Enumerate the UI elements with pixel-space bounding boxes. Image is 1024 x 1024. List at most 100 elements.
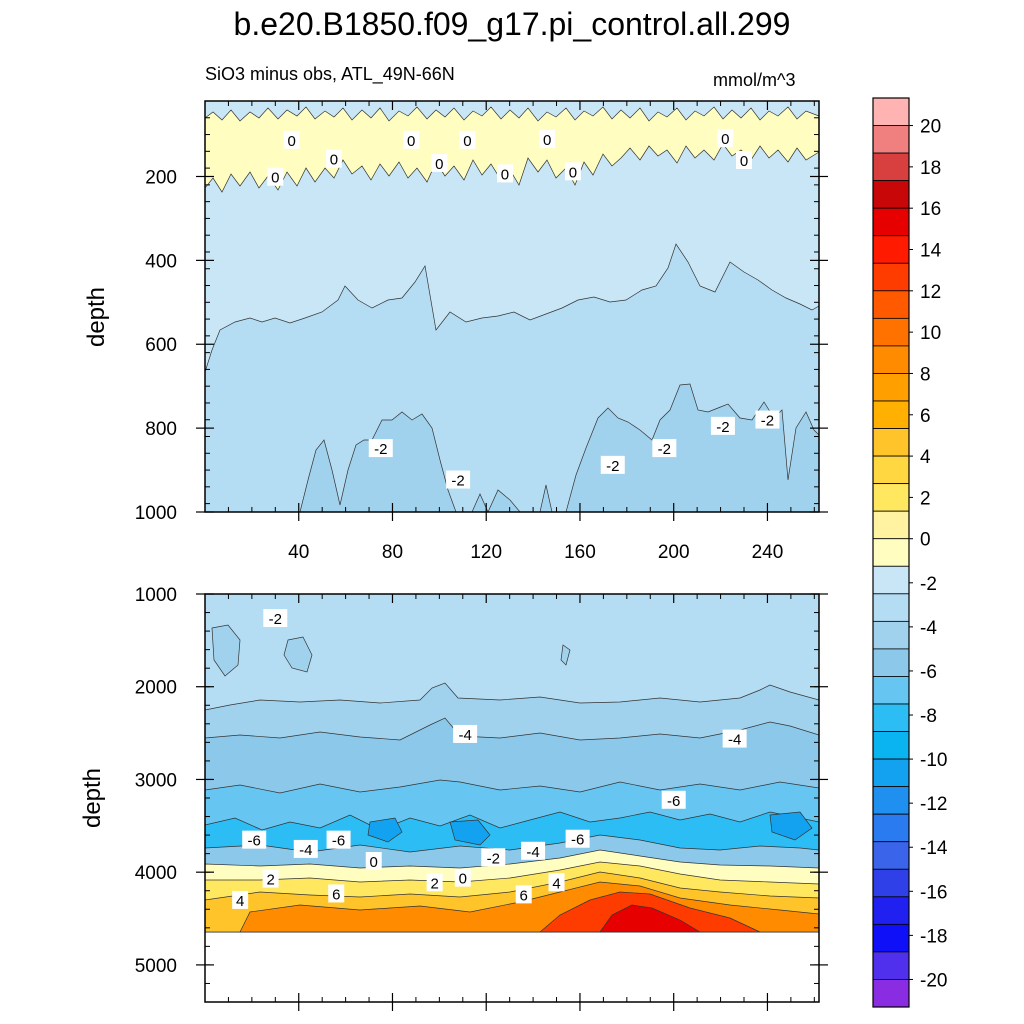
contour-label-text: 0 xyxy=(435,156,443,173)
lower-ylabel: depth xyxy=(79,768,106,828)
contour-label: 4 xyxy=(232,890,249,910)
contour-label-bg xyxy=(263,609,288,628)
contour-label: -2 xyxy=(652,439,677,458)
contour-label-text: 0 xyxy=(459,871,467,888)
contour-label-bg xyxy=(431,153,448,172)
contour-label: 0 xyxy=(736,150,753,170)
contour-label: 0 xyxy=(325,149,342,169)
contour-label: 2 xyxy=(262,869,279,889)
colorbar-swatch xyxy=(872,400,910,429)
colorbar-label: 16 xyxy=(920,199,941,220)
upper-ylabel: depth xyxy=(83,287,110,347)
contour-label-text: 0 xyxy=(330,152,338,169)
contour-label-text: 4 xyxy=(552,875,560,892)
colorbar-swatch xyxy=(872,786,910,815)
contour-label: -6 xyxy=(326,830,351,850)
chart-subtitle: SiO3 minus obs, ATL_49N-66N xyxy=(205,64,455,84)
contour-label-text: 2 xyxy=(430,875,438,892)
lower-contour-labels: -2 -4 -4 -6 -6 -6 -4 -6 -4 -2 0 0 2 2 4 6 6 4 xyxy=(232,609,747,910)
contour-label-bg xyxy=(454,868,471,887)
colorbar-label: 2 xyxy=(920,488,931,509)
contour-label: 0 xyxy=(496,164,513,183)
contour-label-text: 0 xyxy=(407,133,415,150)
colorbar-label: -8 xyxy=(920,706,937,727)
contour-label: -4 xyxy=(521,841,546,861)
contour-label-text: 0 xyxy=(288,133,296,150)
contour-label-text: 6 xyxy=(332,886,340,903)
contour-label: 0 xyxy=(459,130,476,150)
contour-label-text: -4 xyxy=(458,727,471,744)
y-tick-label: 400 xyxy=(145,251,177,272)
contour-label-bg xyxy=(262,869,279,888)
colorbar-label: -16 xyxy=(920,882,947,903)
contour-label: 0 xyxy=(539,130,556,149)
colorbar-swatch xyxy=(872,620,910,650)
contour-label-bg xyxy=(453,724,478,743)
contour-label: -2 xyxy=(710,416,735,436)
colorbar-label: 8 xyxy=(920,364,931,385)
colorbar-label: 14 xyxy=(920,241,942,262)
units-label: mmol/m^3 xyxy=(713,70,796,90)
colorbar-label: -20 xyxy=(920,970,947,991)
contour-label: 0 xyxy=(454,868,471,888)
lower-axes: 1000 2000 3000 4000 5000 xyxy=(135,585,828,1011)
contour-label: -4 xyxy=(722,729,747,749)
contour-label-bg xyxy=(600,455,625,474)
contour-label-text: 0 xyxy=(721,131,729,148)
contour-label-text: 0 xyxy=(740,153,748,170)
contour-label: -2 xyxy=(263,609,288,628)
contour-label-bg xyxy=(661,790,686,809)
lower-m8-patches xyxy=(367,811,813,846)
contour-label: -2 xyxy=(755,410,780,430)
upper-panel: 0 0 0 0 00 00 000-2-2-2-2-2 -2 2004006008001000… xyxy=(83,100,828,563)
colorbar-swatch xyxy=(872,510,910,540)
contour-label: 6 xyxy=(515,885,532,904)
colorbar-label: -6 xyxy=(920,662,937,683)
contour-label-bg xyxy=(403,130,420,149)
y-tick-label: 4000 xyxy=(135,863,177,884)
colorbar-label: 6 xyxy=(920,406,931,427)
contour-label-bg xyxy=(481,848,506,867)
contour-label-text: -2 xyxy=(374,441,387,458)
colorbar-swatch xyxy=(872,868,910,898)
upper-axes: 200 400 600 800 1000 40 80 120 160 200 240 xyxy=(135,100,828,563)
y-tick-label: 3000 xyxy=(135,770,177,791)
contour-label-bg xyxy=(426,873,443,892)
contour-label: -6 xyxy=(565,829,590,849)
colorbar-label: 18 xyxy=(920,158,941,179)
contour-label-bg xyxy=(521,841,546,860)
contour-label: 0 xyxy=(717,129,734,148)
colorbar-label: 20 xyxy=(920,117,941,138)
contour-label: 4 xyxy=(548,873,565,892)
contour-label-text: -6 xyxy=(667,793,680,810)
lower-panel: -2 -4 -4 -6 -6 -6 -4 -6 -4 -2 0 0 2 2 4 6 6 4 1000 2000 300… xyxy=(79,585,828,1011)
colorbar-swatch xyxy=(872,455,910,485)
colorbar-swatch xyxy=(872,813,910,843)
colorbar-swatch xyxy=(872,345,910,374)
colorbar-swatch xyxy=(872,180,910,209)
colorbar-swatch xyxy=(872,207,910,237)
y-tick-label: 1000 xyxy=(135,585,177,606)
contour-label-bg xyxy=(565,829,590,848)
colorbar-swatch xyxy=(872,97,910,126)
contour-label: 6 xyxy=(328,884,345,903)
upper-field xyxy=(205,101,819,512)
colorbar-label: -18 xyxy=(920,926,947,947)
colorbar-swatch xyxy=(872,923,910,953)
contour-label-bg xyxy=(267,167,284,186)
contour-label-bg xyxy=(652,439,677,458)
colorbar: 20181614121086420-2-4-6-8-10-12-14-16-18… xyxy=(872,97,948,1008)
contour-label-bg xyxy=(515,885,532,904)
contour-label-bg xyxy=(539,130,556,149)
contour-label: 0 xyxy=(267,167,284,187)
colorbar-swatch xyxy=(872,262,910,292)
colorbar-swatch xyxy=(872,538,910,567)
contour-label-bg xyxy=(242,830,267,849)
lower-p16-core xyxy=(599,904,702,933)
colorbar-swatch xyxy=(872,731,910,760)
colorbar-swatch xyxy=(872,317,910,347)
colorbar-label: -10 xyxy=(920,750,947,771)
contour-label-bg xyxy=(232,890,249,909)
y-tick-label: 800 xyxy=(145,419,177,440)
contour-label-bg xyxy=(548,873,565,892)
